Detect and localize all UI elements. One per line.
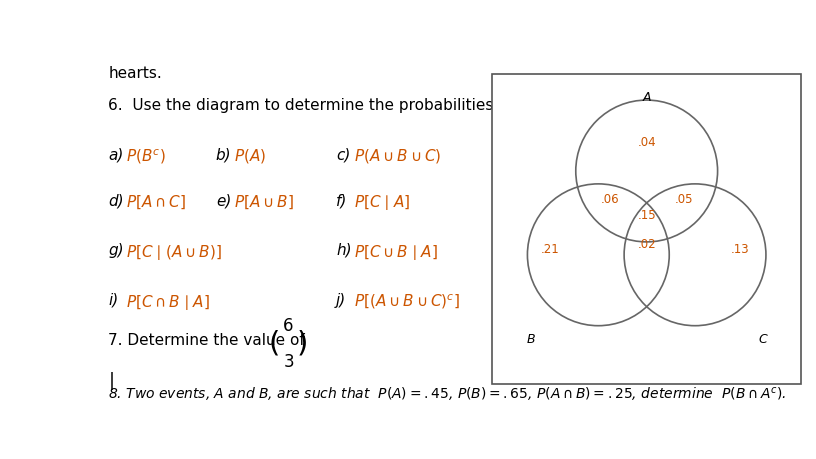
Text: ): ) (297, 329, 308, 357)
Text: $P[A \cap C]$: $P[A \cap C]$ (126, 193, 186, 210)
Text: $P[C \cap B \mid A]$: $P[C \cap B \mid A]$ (126, 292, 210, 311)
Text: .02: .02 (637, 237, 656, 251)
Text: $P[(A \cup B \cup C)^c]$: $P[(A \cup B \cup C)^c]$ (353, 292, 459, 310)
Text: $P(A)$: $P(A)$ (233, 147, 266, 165)
Text: i): i) (109, 292, 118, 307)
Text: hearts.: hearts. (109, 66, 162, 81)
Text: j): j) (336, 292, 346, 307)
Text: d): d) (109, 193, 124, 208)
Text: B: B (526, 332, 535, 345)
Text: .04: .04 (637, 136, 656, 149)
Text: g): g) (109, 242, 124, 257)
Text: $P[C \mid (A \cup B)]$: $P[C \mid (A \cup B)]$ (126, 242, 222, 261)
Text: c): c) (336, 147, 350, 162)
Text: |: | (109, 371, 114, 389)
Text: 8. Two events, A and B, are such that  $P(A) = .45$, $P(B) = .65$, $P(A \cap B) : 8. Two events, A and B, are such that $P… (109, 384, 787, 402)
Text: $P(A \cup B \cup C)$: $P(A \cup B \cup C)$ (353, 147, 441, 165)
Text: $P[C \mid A]$: $P[C \mid A]$ (353, 193, 410, 212)
Text: b): b) (215, 147, 232, 162)
Text: C: C (758, 332, 767, 345)
Text: f): f) (336, 193, 348, 208)
Text: 7. Determine the value of: 7. Determine the value of (109, 332, 305, 347)
Text: 6.  Use the diagram to determine the probabilities:: 6. Use the diagram to determine the prob… (109, 97, 499, 112)
Text: (: ( (269, 329, 281, 357)
Text: a): a) (109, 147, 124, 162)
Text: 6: 6 (283, 316, 294, 334)
Text: A: A (642, 91, 651, 104)
Text: .13: .13 (731, 242, 749, 255)
Text: .15: .15 (637, 208, 656, 222)
Text: e): e) (215, 193, 231, 208)
Text: $P[C \cup B \mid A]$: $P[C \cup B \mid A]$ (353, 242, 437, 261)
Text: .21: .21 (541, 242, 559, 255)
Text: $P(B^c)$: $P(B^c)$ (126, 147, 166, 166)
Text: h): h) (336, 242, 352, 257)
FancyBboxPatch shape (492, 75, 801, 384)
Text: .06: .06 (601, 192, 619, 206)
Text: $P[A \cup B]$: $P[A \cup B]$ (233, 193, 294, 210)
Text: 3: 3 (283, 352, 294, 370)
Text: .05: .05 (675, 192, 693, 206)
